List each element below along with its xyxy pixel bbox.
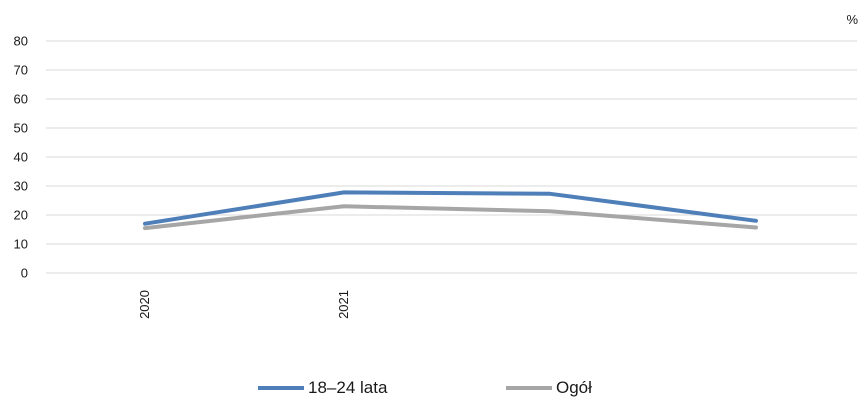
y-tick-label: 70 (14, 63, 28, 78)
y-tick-label: 60 (14, 92, 28, 107)
series-line-1 (143, 190, 758, 226)
y-tick-label: 40 (14, 150, 28, 165)
legend-swatch-series-1 (258, 386, 304, 390)
legend-item-series-2: Ogół (506, 378, 592, 398)
legend-swatch-series-2 (506, 386, 552, 390)
x-tick-label: 2021 (336, 290, 351, 319)
y-tick-label: 20 (14, 208, 28, 223)
y-tick-label: 10 (14, 237, 28, 252)
y-axis-labels: 0 10 20 30 40 50 60 70 80 (14, 34, 28, 281)
legend-label-series-2: Ogół (556, 378, 592, 397)
line-chart: % 0 10 20 30 40 50 60 70 80 2020 2021 (14, 12, 859, 319)
gridlines (46, 40, 857, 274)
y-tick-label: 30 (14, 179, 28, 194)
unit-label: % (846, 12, 858, 27)
legend-item-series-1: 18–24 lata (258, 378, 387, 398)
series-line-2 (143, 204, 758, 231)
y-tick-label: 50 (14, 121, 28, 136)
series-lines (143, 190, 758, 231)
x-tick-label: 2020 (137, 290, 152, 319)
x-axis-labels: 2020 2021 (137, 290, 351, 319)
legend: 18–24 lata Ogół (0, 378, 859, 403)
y-tick-label: 80 (14, 34, 28, 49)
legend-label-series-1: 18–24 lata (308, 378, 388, 397)
y-tick-label: 0 (21, 266, 28, 281)
